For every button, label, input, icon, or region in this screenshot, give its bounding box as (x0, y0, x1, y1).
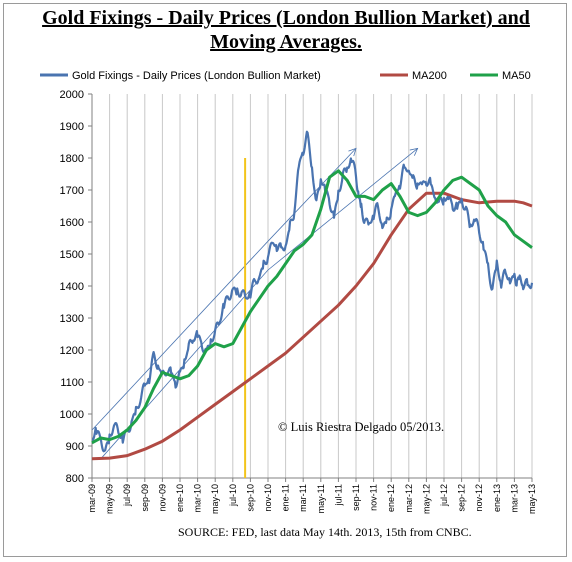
y-tick-label: 1100 (60, 377, 84, 389)
x-tick-label: ene-10 (175, 484, 185, 512)
x-tick-label: may-11 (316, 484, 326, 513)
x-tick-label: nov-09 (157, 484, 167, 512)
trendline (91, 240, 269, 431)
x-tick-label: jul-09 (122, 484, 132, 507)
x-tick-label: nov-10 (263, 484, 273, 512)
x-tick-label: sep-09 (140, 484, 150, 512)
trendline (267, 148, 357, 242)
y-tick-label: 2000 (60, 89, 84, 101)
legend-label-ma200: MA200 (412, 70, 447, 82)
x-tick-label: sep-11 (351, 484, 361, 511)
y-tick-label: 1200 (60, 345, 84, 357)
source-note: SOURCE: FED, last data May 14th. 2013, 1… (178, 525, 472, 539)
x-tick-label: mar-13 (509, 484, 519, 513)
series-line-ma200 (91, 191, 533, 461)
x-tick-label: ene-12 (386, 484, 396, 512)
y-tick-label: 800 (66, 473, 84, 485)
x-tick-label: nov-12 (474, 484, 484, 512)
y-tick-label: 1800 (60, 153, 84, 165)
legend-label-ma50: MA50 (502, 70, 531, 82)
x-tick-label: may-09 (105, 484, 115, 514)
y-tick-label: 1900 (60, 121, 84, 133)
y-tick-label: 1700 (60, 185, 84, 197)
grid (91, 94, 533, 478)
y-tick-label: 1300 (60, 313, 84, 325)
x-tick-label: sep-10 (245, 484, 255, 512)
legend: Gold Fixings - Daily Prices (London Bull… (40, 70, 531, 82)
x-tick-label: nov-11 (369, 484, 379, 511)
y-tick-label: 1500 (60, 249, 84, 261)
x-tick-label: may-10 (210, 484, 220, 514)
trendline-arrowhead (348, 147, 357, 157)
x-tick-label: jul-11 (333, 484, 343, 506)
x-tick-label: may-12 (421, 484, 431, 514)
y-tick-label: 1400 (60, 281, 84, 293)
x-tick-label: may-13 (527, 484, 537, 514)
x-tick-label: mar-10 (193, 484, 203, 513)
axes: 800 900 1000 1100 1200 1300 1400 1500 1600 1700 18… (60, 89, 537, 514)
series-line-ma50 (91, 169, 533, 445)
x-tick-label: ene-13 (492, 484, 502, 512)
x-tick-label: mar-12 (404, 484, 414, 513)
y-tick-label: 1000 (60, 409, 84, 421)
chart-frame (3, 3, 567, 557)
trendline (267, 148, 418, 271)
legend-label-daily: Gold Fixings - Daily Prices (London Bull… (72, 70, 321, 82)
x-tick-label: jul-10 (228, 484, 238, 507)
x-tick-label: jul-12 (439, 484, 449, 507)
trendline-arrowhead (409, 147, 419, 156)
marks (91, 130, 534, 478)
x-tick-label: mar-11 (298, 484, 308, 512)
x-tick-label: mar-09 (87, 484, 97, 513)
y-tick-label: 900 (66, 441, 84, 453)
x-tick-label: ene-11 (281, 484, 291, 511)
y-tick-label: 1600 (60, 217, 84, 229)
x-tick-label: sep-12 (457, 484, 467, 512)
chart-title: Gold Fixings - Daily Prices (London Bull… (42, 7, 530, 53)
copyright-note: © Luis Riestra Delgado 05/2013. (278, 420, 444, 434)
